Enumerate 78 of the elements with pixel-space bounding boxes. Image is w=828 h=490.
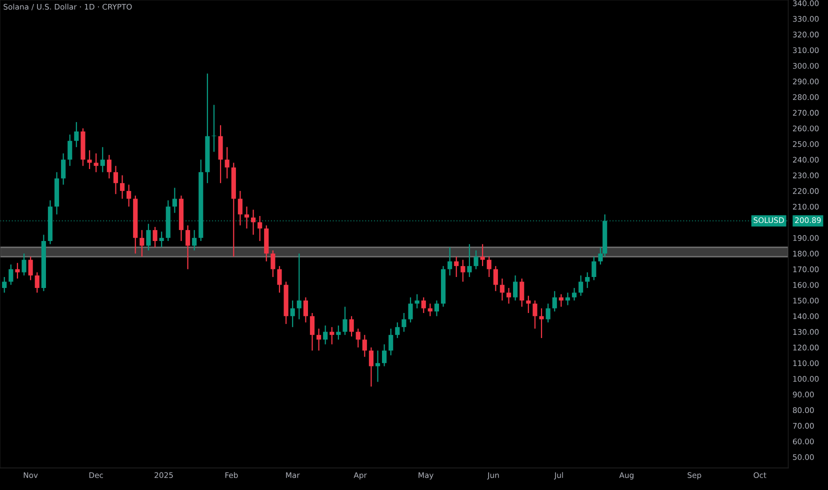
candlestick — [375, 350, 380, 382]
candlestick — [303, 296, 308, 323]
candlestick — [460, 259, 466, 282]
candlestick — [106, 154, 112, 179]
candlestick — [2, 276, 7, 294]
candlestick — [192, 230, 197, 251]
candlestick — [28, 256, 33, 281]
candlestick — [421, 296, 426, 314]
candlestick — [448, 246, 452, 276]
candlestick — [546, 303, 550, 323]
candlestick — [592, 256, 596, 281]
candlestick — [224, 146, 230, 179]
candlestick — [526, 295, 531, 314]
candlestick — [408, 296, 413, 323]
candlestick — [310, 312, 315, 352]
candlestick — [565, 292, 570, 306]
candlestick — [513, 274, 518, 302]
candlestick — [402, 312, 406, 332]
candlestick — [428, 303, 432, 317]
candlestick — [159, 231, 164, 248]
candlestick — [520, 278, 524, 308]
candlestick — [100, 146, 105, 173]
candlestick — [362, 334, 367, 358]
candlestick — [296, 252, 302, 320]
candlestick — [539, 308, 544, 339]
candlestick — [414, 294, 420, 309]
candlestick — [68, 134, 72, 166]
candlestick — [8, 264, 14, 286]
candlestick — [270, 250, 276, 278]
candlestick — [15, 262, 20, 280]
candlestick — [87, 150, 92, 170]
candlestick — [212, 104, 216, 152]
candlestick — [140, 230, 144, 258]
candlestick — [126, 184, 132, 208]
candlestick — [506, 287, 512, 304]
candlestick — [585, 272, 590, 289]
candlestick — [22, 252, 26, 276]
candlestick — [330, 326, 334, 345]
candlestick — [218, 124, 223, 184]
candlestick — [172, 187, 177, 214]
candlestick — [146, 223, 151, 251]
candlestick — [356, 328, 360, 348]
candlestick — [238, 190, 242, 226]
candlestick — [480, 244, 485, 267]
candlestick — [244, 206, 250, 230]
candlestick — [388, 328, 394, 356]
candlestick — [467, 244, 472, 278]
candlestick — [454, 256, 459, 278]
candlestick — [74, 122, 79, 148]
candlestick — [434, 300, 439, 317]
candlestick — [382, 344, 387, 367]
candlestick — [474, 250, 478, 270]
candlestick — [395, 322, 400, 339]
candlestick — [113, 165, 118, 195]
candlestick — [349, 316, 354, 338]
candlestick — [493, 266, 498, 292]
candlestick — [552, 290, 557, 312]
candlestick — [94, 152, 98, 173]
candlestick — [532, 300, 538, 330]
candlestick — [290, 300, 295, 328]
candlestick — [368, 346, 374, 388]
candlestick — [558, 294, 564, 308]
candlestick — [34, 272, 40, 294]
candlestick — [500, 278, 505, 302]
candlestick — [61, 152, 66, 186]
candlestick — [316, 328, 322, 352]
candlestick — [323, 324, 328, 345]
candlestick — [120, 174, 125, 200]
candlestick — [572, 287, 577, 302]
candlestick — [342, 306, 348, 336]
candlestick — [277, 266, 282, 294]
candlestick — [336, 324, 341, 340]
candlestick — [185, 224, 190, 270]
candlestick — [152, 226, 158, 248]
candlestick — [578, 274, 584, 296]
candlestick — [258, 215, 262, 242]
candlestick — [250, 209, 256, 236]
candlestick — [486, 256, 492, 278]
